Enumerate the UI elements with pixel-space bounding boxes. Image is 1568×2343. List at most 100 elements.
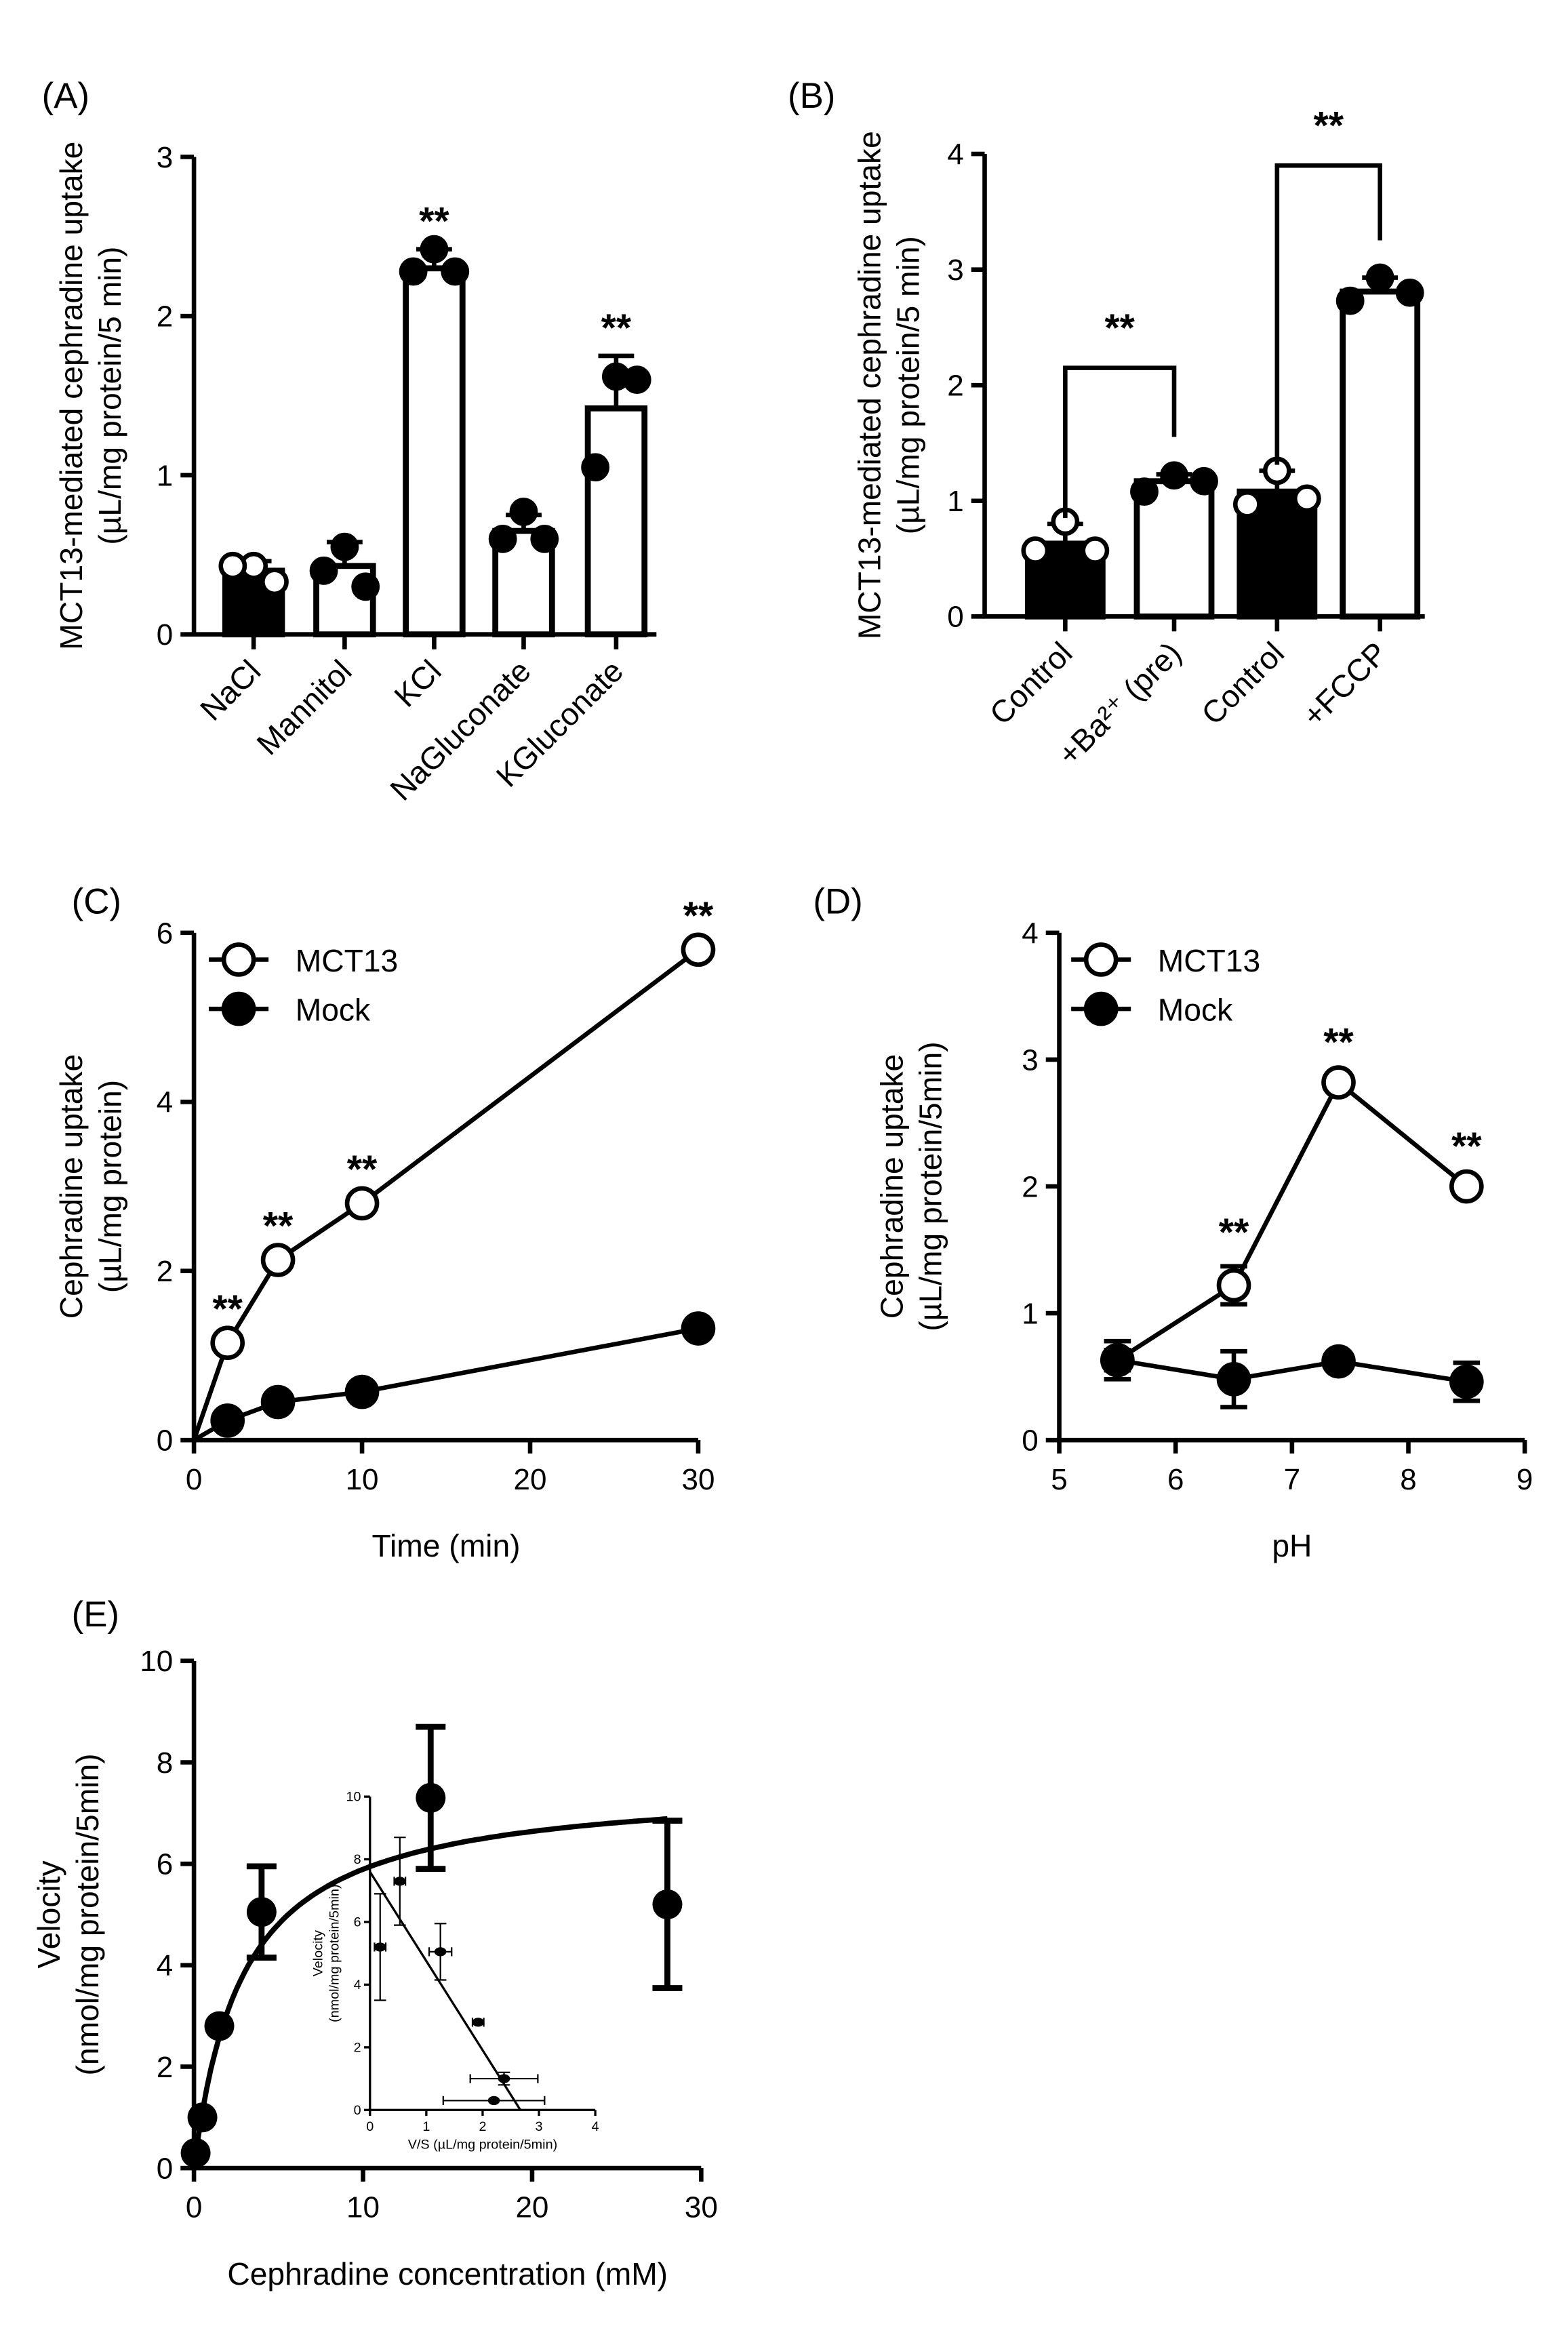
y-tick-label: 0: [1022, 1424, 1038, 1458]
x-tick-label: 20: [514, 1463, 547, 1496]
data-point: [488, 524, 517, 553]
y-tick-label: 3: [947, 254, 963, 287]
bar: [1340, 288, 1421, 620]
series-line-mct13: [1116, 1079, 1468, 1363]
x-tick-label: Control: [1194, 635, 1291, 732]
series-line-mock: [193, 1326, 699, 1442]
x-tick-label: 7: [1284, 1463, 1300, 1496]
legend-marker: [221, 942, 256, 977]
significance-marker: **: [683, 894, 714, 938]
x-tick-label: KCl: [387, 653, 447, 713]
x-tick-label: 0: [186, 2191, 202, 2224]
y-tick-label: 2: [1022, 1170, 1038, 1203]
legend-label: MCT13: [1158, 943, 1260, 978]
x-tick-label: NaCl: [193, 653, 267, 727]
legend-marker: [1083, 942, 1119, 977]
panel-d: ** ** ** MCT13 Mock 0 1 2 3 4 Cephradine uptake (µL…: [813, 881, 1533, 1563]
significance-marker: **: [1219, 1211, 1249, 1254]
data-point: [1081, 536, 1110, 565]
panel-c: ** ** ** ** MCT13 Mock 0 2 4 6 Cephradine uptake (µ…: [54, 881, 716, 1563]
inset-x-tick-label: 0: [366, 2119, 374, 2134]
data-point: [309, 556, 338, 585]
data-point-mct13: [1216, 1268, 1251, 1303]
legend-marker: [221, 991, 256, 1026]
y-axis-label: (µL/mg protein): [92, 1080, 127, 1293]
x-tick-label: Control: [983, 635, 1079, 732]
y-tick-label: 6: [157, 917, 173, 950]
x-tick-label: 20: [515, 2191, 548, 2224]
inset-y-tick-label: 2: [354, 2040, 361, 2055]
inset-data-point: [394, 1877, 406, 1886]
y-axis-label: Cephradine uptake: [874, 1054, 909, 1319]
significance-marker: **: [419, 200, 449, 243]
inset-data-point: [374, 1942, 386, 1952]
inset-data-point: [498, 2074, 510, 2083]
x-tick-label: 6: [1167, 1463, 1184, 1496]
inset-x-tick-label: 2: [479, 2119, 486, 2134]
legend-label: MCT13: [296, 943, 398, 978]
x-tick-label: Mannitol: [249, 653, 358, 761]
y-tick-label: 1: [1022, 1297, 1038, 1330]
y-tick-label: 4: [947, 138, 963, 171]
y-tick-label: 1: [157, 459, 173, 492]
y-axis-label: MCT13-mediated cephradine uptake: [851, 131, 887, 639]
data-point: [652, 1889, 683, 1920]
significance-bracket: [1274, 163, 1383, 465]
y-tick-label: 2: [157, 300, 173, 334]
y-tick-label: 4: [157, 1949, 173, 1982]
inset-x-tick-label: 4: [592, 2119, 599, 2134]
y-tick-label: 8: [157, 1746, 173, 1780]
series-line-mock: [1117, 1358, 1467, 1384]
data-point-mock: [260, 1384, 296, 1420]
data-point: [1160, 461, 1188, 490]
significance-marker: **: [347, 1148, 378, 1191]
inset-x-axis-label: V/S (µL/mg protein/5min): [408, 2137, 557, 2152]
data-point-mct13: [1321, 1065, 1356, 1100]
inset-fit-line: [369, 1871, 522, 2111]
panel-b: Control+Ba²⁺ (pre) Control +FCCP01234MCT13…: [788, 76, 1425, 772]
y-axis-label: Cephradine uptake: [54, 1054, 89, 1319]
significance-marker: **: [212, 1287, 243, 1331]
inset-x-tick-label: 1: [422, 2119, 430, 2134]
data-point: [1395, 278, 1424, 307]
data-point: [351, 572, 380, 601]
inset-data-point: [487, 2096, 500, 2106]
y-tick-label: 2: [157, 2051, 173, 2084]
data-point: [1021, 536, 1050, 565]
significance-marker: **: [1451, 1125, 1482, 1168]
y-tick-label: 0: [157, 2152, 173, 2186]
panel-label: (B): [788, 76, 835, 116]
data-point-mock: [344, 1374, 380, 1409]
x-tick-label: 0: [186, 1463, 202, 1496]
data-point: [204, 2011, 235, 2041]
significance-marker: **: [1323, 1020, 1354, 1064]
data-point: [1365, 263, 1394, 292]
data-point-mock: [210, 1403, 245, 1438]
x-axis-label: Cephradine concentration (mM): [227, 2256, 668, 2291]
data-point-mock: [1100, 1342, 1135, 1378]
data-point: [416, 1782, 446, 1813]
inset-y-tick-label: 4: [354, 1978, 361, 1992]
bar: [492, 527, 555, 638]
significance-marker: **: [601, 306, 632, 350]
significance-marker: **: [1314, 104, 1344, 148]
x-tick-label: 9: [1516, 1463, 1533, 1496]
data-point: [1130, 477, 1159, 506]
y-tick-label: 0: [157, 618, 173, 652]
inset-y-tick-label: 8: [354, 1852, 361, 1867]
y-axis-label: (µL/mg protein/5min): [913, 1041, 948, 1331]
y-axis-label: Velocity: [31, 1860, 66, 1968]
legend-label: Mock: [296, 993, 371, 1028]
y-tick-label: 4: [1022, 917, 1038, 950]
data-point: [1190, 466, 1218, 496]
data-point: [1292, 484, 1321, 513]
y-tick-label: 3: [157, 141, 173, 174]
significance-bracket: [1063, 365, 1177, 519]
data-point: [1232, 489, 1262, 519]
y-tick-label: 1: [947, 485, 963, 518]
data-point: [399, 257, 428, 286]
panel-label: (D): [813, 881, 862, 921]
data-point: [1335, 286, 1365, 315]
data-point: [581, 453, 610, 482]
significance-marker: **: [263, 1205, 294, 1248]
